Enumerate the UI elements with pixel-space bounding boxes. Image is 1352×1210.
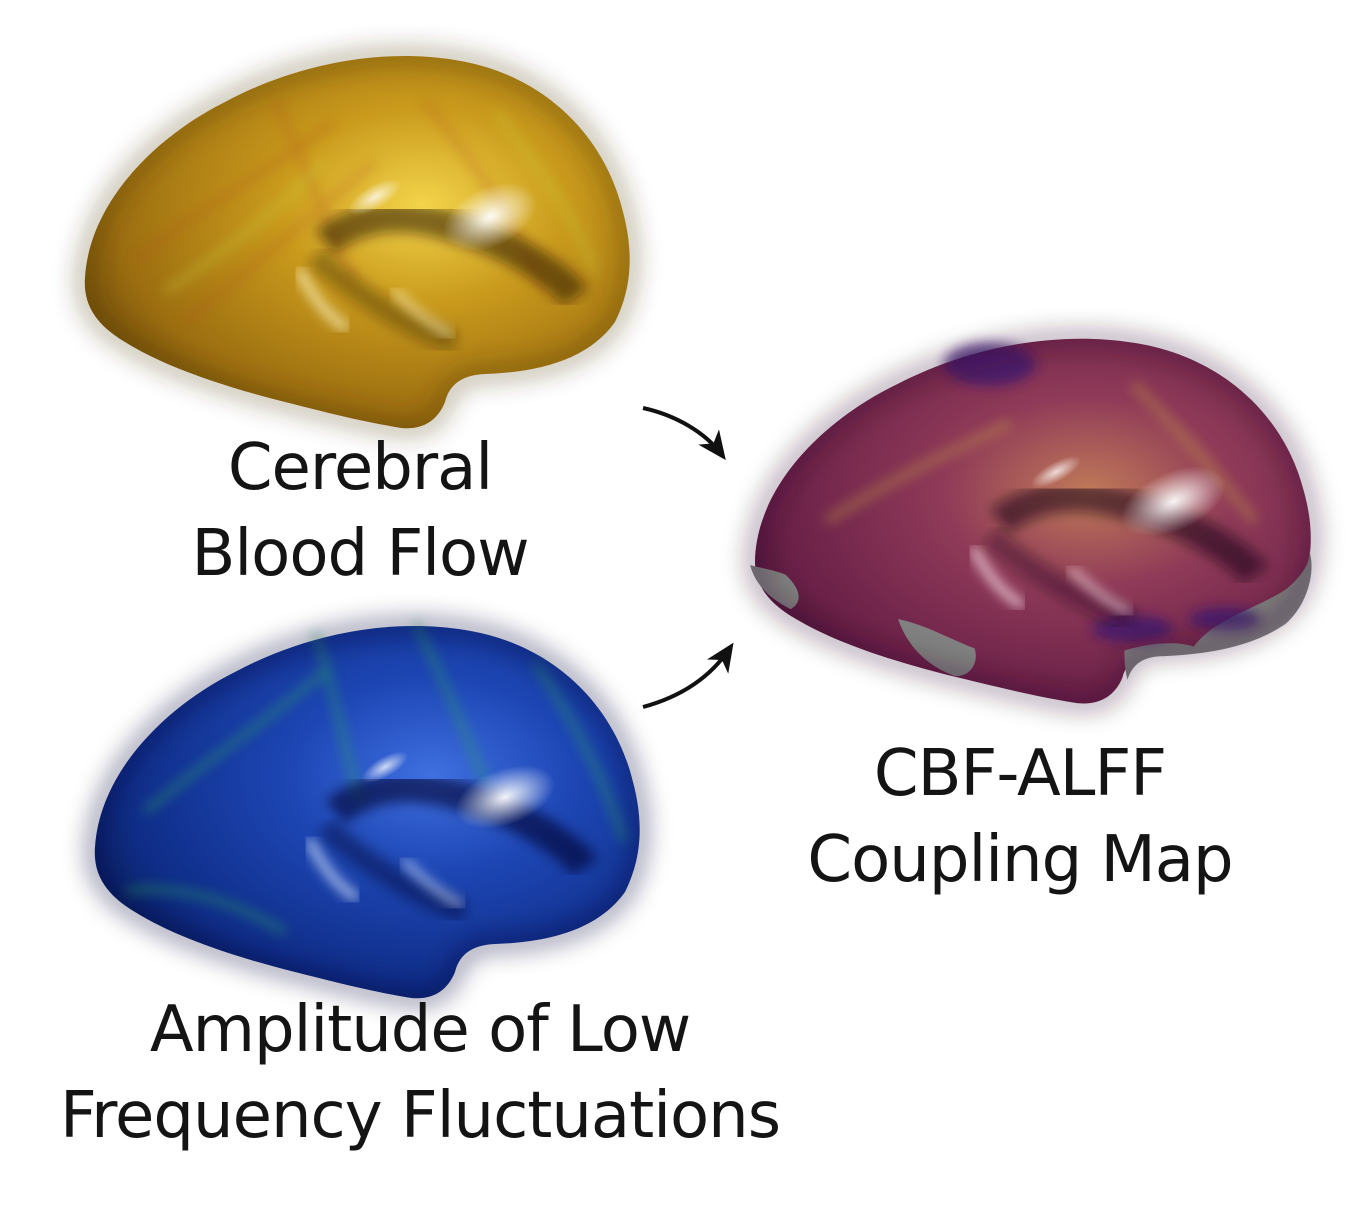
cbf-label: Cerebral Blood Flow xyxy=(130,425,590,597)
arrow-alff-to-coupling xyxy=(642,642,734,709)
alff-label-line1: Amplitude of Low xyxy=(149,993,691,1067)
cbf-label-line1: Cerebral xyxy=(227,431,493,505)
alff-label: Amplitude of Low Frequency Fluctuations xyxy=(40,987,800,1159)
alff-brain-surface xyxy=(95,622,640,998)
cbf-brain-surface xyxy=(85,56,630,428)
coupling-brain-surface xyxy=(750,339,1311,704)
arrow-cbf-to-coupling xyxy=(642,406,726,461)
coupling-label-line2: Coupling Map xyxy=(807,823,1233,897)
coupling-label-line1: CBF-ALFF xyxy=(873,737,1167,811)
alff-label-line2: Frequency Fluctuations xyxy=(59,1079,781,1153)
coupling-label: CBF-ALFF Coupling Map xyxy=(760,731,1280,903)
cbf-label-line2: Blood Flow xyxy=(191,517,529,591)
